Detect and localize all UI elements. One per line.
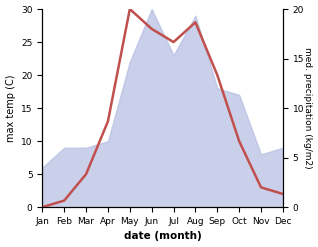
Y-axis label: max temp (C): max temp (C) — [5, 74, 16, 142]
X-axis label: date (month): date (month) — [124, 231, 202, 242]
Y-axis label: med. precipitation (kg/m2): med. precipitation (kg/m2) — [303, 47, 313, 169]
